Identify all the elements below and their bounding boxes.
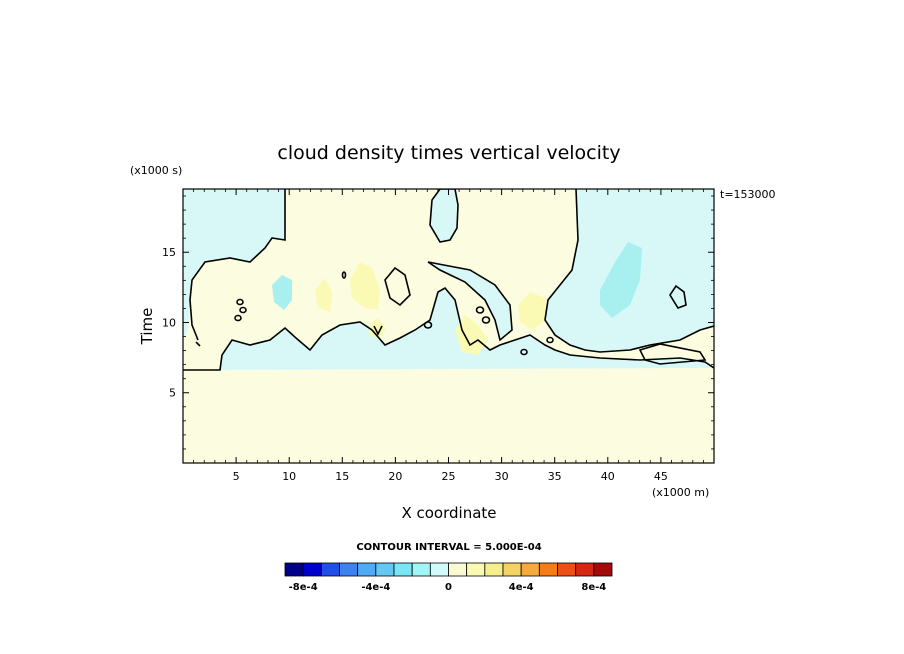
colorbar-swatch [429,562,449,577]
y-tick-label: 5 [169,387,176,400]
colorbar [284,562,613,577]
colorbar-swatch [411,562,431,577]
x-axis-label: X coordinate [401,504,496,522]
positive-region-a [350,262,380,310]
colorbar-swatch [393,562,413,577]
chart-title: cloud density times vertical velocity [277,142,620,164]
x-tick-label: 40 [601,470,615,483]
colorbar-swatch [575,562,595,577]
x-tick-label: 30 [495,470,509,483]
colorbar-swatch [502,562,522,577]
negative-region-core-right [600,242,642,318]
colorbar-tick-label: -4e-4 [361,582,390,593]
y-axis-label: Time [138,308,156,346]
x-tick-group: 5 10 15 20 25 30 35 40 45 [193,189,704,483]
x-tick-label: 25 [442,470,456,483]
colorbar-tick-label: 8e-4 [581,582,606,593]
colorbar-swatch [466,562,486,577]
y-units-label: (x1000 s) [130,164,182,177]
x-tick-label: 20 [388,470,402,483]
colorbar-swatch [557,562,577,577]
negative-region-lower-band [183,288,714,370]
colorbar-ticks: -8e-4 -4e-4 0 4e-4 8e-4 [289,582,607,593]
negative-region-top-bubble [430,189,458,242]
x-tick-label: 5 [233,470,240,483]
y-tick-label: 15 [162,246,176,259]
time-stamp: t=153000 [720,188,776,201]
x-units-label: (x1000 m) [652,486,709,499]
colorbar-swatch [284,562,304,577]
colorbar-tick-label: -8e-4 [289,582,318,593]
colorbar-swatch [339,562,359,577]
positive-region-e [368,318,386,338]
negative-region-inner-stripe [428,262,512,340]
colorbar-tick-label: 0 [445,582,452,593]
plot-area [183,189,714,463]
x-tick-label: 35 [548,470,562,483]
colorbar-swatch [448,562,468,577]
x-tick-label: 15 [335,470,349,483]
colorbar-swatch [593,562,613,577]
x-tick-label: 45 [654,470,668,483]
colorbar-tick-label: 4e-4 [509,582,534,593]
positive-region-c [455,315,488,355]
positive-region-d [518,292,546,330]
colorbar-swatch [320,562,340,577]
zero-contours [183,189,714,371]
colorbar-swatch [520,562,540,577]
colorbar-swatch [538,562,558,577]
negative-region-core-left [272,275,292,310]
y-tick-label: 10 [162,316,176,329]
colorbar-swatch [302,562,322,577]
negative-region-left-top [183,189,285,340]
colorbar-swatch [357,562,377,577]
colorbar-swatch [375,562,395,577]
positive-region-b [315,278,332,312]
y-tick-group: 5 10 15 [162,195,714,450]
colorbar-swatch [484,562,504,577]
contour-interval-text: CONTOUR INTERVAL = 5.000E-04 [356,542,541,553]
x-tick-label: 10 [282,470,296,483]
